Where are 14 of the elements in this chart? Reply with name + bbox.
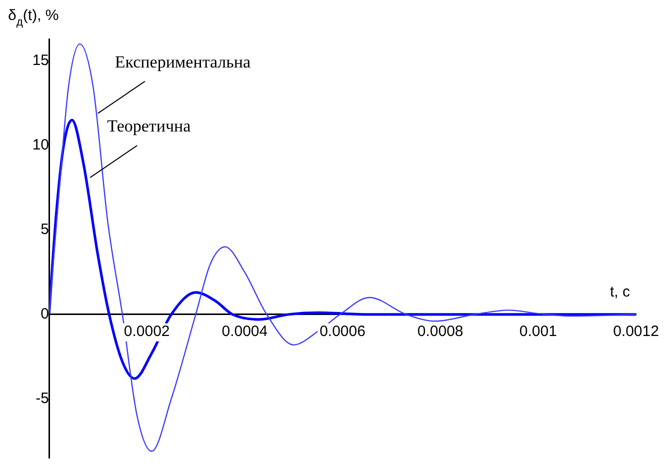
x-tick-label: 0.001	[519, 323, 557, 340]
x-tick-label: 0.0008	[417, 323, 464, 340]
annotation: Експериментальна	[114, 52, 251, 72]
x-axis-title: t, c	[610, 283, 630, 300]
y-tick-label: -5	[36, 390, 49, 408]
y-tick-label: 15	[32, 52, 49, 70]
annotation: Теоретична	[107, 116, 192, 136]
x-tick-label: 0.0002	[124, 323, 170, 340]
x-tick-label: 0.0012	[613, 323, 659, 340]
x-tick-label: 0.0006	[320, 323, 366, 340]
y-tick-label: 5	[40, 221, 49, 238]
y-tick-label: 0	[40, 306, 49, 323]
y-tick-label: 10	[32, 136, 49, 154]
x-tick-label: 0.0004	[222, 323, 268, 340]
